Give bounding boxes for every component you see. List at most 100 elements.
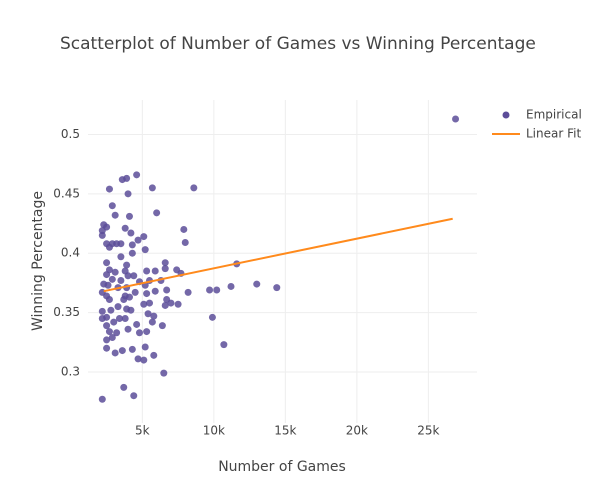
x-tick-label: 15k <box>274 424 296 438</box>
data-point <box>220 341 228 349</box>
data-point <box>143 328 151 336</box>
data-point <box>127 306 135 314</box>
y-tick-label: 0.4 <box>61 246 80 260</box>
data-point <box>98 395 106 403</box>
x-tick-label: 10k <box>203 424 225 438</box>
data-point <box>140 356 148 364</box>
x-tick-label: 20k <box>346 424 368 438</box>
data-point <box>161 259 169 267</box>
data-point <box>143 290 151 298</box>
data-point <box>148 318 156 326</box>
data-point <box>111 268 119 276</box>
data-point <box>227 282 235 290</box>
data-point <box>148 184 156 192</box>
data-point <box>104 281 112 289</box>
data-point <box>117 253 125 261</box>
data-point <box>253 280 261 288</box>
legend-label: Empirical <box>526 108 582 122</box>
data-point <box>174 300 182 308</box>
data-point <box>273 284 281 292</box>
data-point <box>140 300 148 308</box>
y-tick-label: 0.45 <box>53 186 80 200</box>
data-point <box>114 303 122 311</box>
y-tick-label: 0.35 <box>53 305 80 319</box>
data-point <box>184 288 192 296</box>
data-point <box>110 318 118 326</box>
data-point <box>103 259 111 267</box>
data-point <box>150 312 158 320</box>
legend-swatch <box>502 111 510 119</box>
data-point <box>134 355 142 363</box>
data-point <box>144 310 152 318</box>
data-point <box>141 246 149 254</box>
data-point <box>133 320 141 328</box>
data-point <box>190 184 198 192</box>
data-point <box>117 277 125 284</box>
data-point <box>131 288 139 296</box>
data-point <box>145 299 153 307</box>
data-point <box>127 229 135 237</box>
data-point <box>206 286 214 294</box>
data-point <box>133 171 141 179</box>
data-point <box>120 383 128 391</box>
data-point <box>163 286 171 294</box>
x-axis-title: Number of Games <box>218 459 346 475</box>
data-point <box>111 349 119 357</box>
data-point <box>135 329 143 337</box>
y-tick-label: 0.5 <box>61 127 80 141</box>
fit-line <box>103 217 453 293</box>
x-tick-label: 5k <box>135 424 150 438</box>
data-point <box>113 329 121 337</box>
data-point <box>128 249 136 257</box>
data-point <box>108 334 116 341</box>
data-point <box>123 261 131 269</box>
data-point <box>161 301 169 309</box>
data-point <box>105 328 113 336</box>
data-point <box>208 313 216 321</box>
data-point <box>150 351 158 359</box>
y-axis-title: Winning Percentage <box>30 191 46 331</box>
data-point <box>123 174 131 182</box>
data-point <box>121 224 129 232</box>
data-point <box>158 322 166 330</box>
data-point <box>124 272 132 280</box>
data-point <box>181 239 189 246</box>
data-point <box>153 209 161 217</box>
data-point <box>105 243 113 251</box>
data-point <box>128 241 136 249</box>
data-point <box>141 343 149 351</box>
data-point <box>167 299 175 307</box>
data-point <box>124 325 132 333</box>
chart-title: Scatterplot of Number of Games vs Winnin… <box>60 34 536 54</box>
data-point <box>98 307 106 315</box>
data-point <box>108 202 116 210</box>
grid <box>88 100 477 423</box>
data-point <box>103 344 111 352</box>
data-point <box>98 315 106 322</box>
x-tick-label: 25k <box>417 424 439 438</box>
data-point <box>130 272 138 280</box>
data-point <box>140 233 148 241</box>
data-point <box>151 287 159 295</box>
data-point <box>125 293 133 301</box>
data-point <box>107 306 115 314</box>
data-point <box>161 265 169 273</box>
data-point <box>103 336 111 344</box>
data-point <box>103 271 111 279</box>
data-point <box>151 267 159 275</box>
data-point <box>98 231 106 239</box>
data-point <box>452 115 460 123</box>
data-point <box>105 296 113 303</box>
legend-label: Linear Fit <box>526 127 581 141</box>
data-point <box>134 236 142 244</box>
data-point <box>124 190 132 198</box>
data-point <box>180 225 188 233</box>
data-point <box>160 369 168 377</box>
data-point <box>118 347 126 355</box>
data-point <box>111 211 119 219</box>
y-tick-label: 0.3 <box>61 364 80 378</box>
data-point <box>120 296 128 303</box>
data-point <box>128 345 136 353</box>
data-point <box>108 275 116 283</box>
